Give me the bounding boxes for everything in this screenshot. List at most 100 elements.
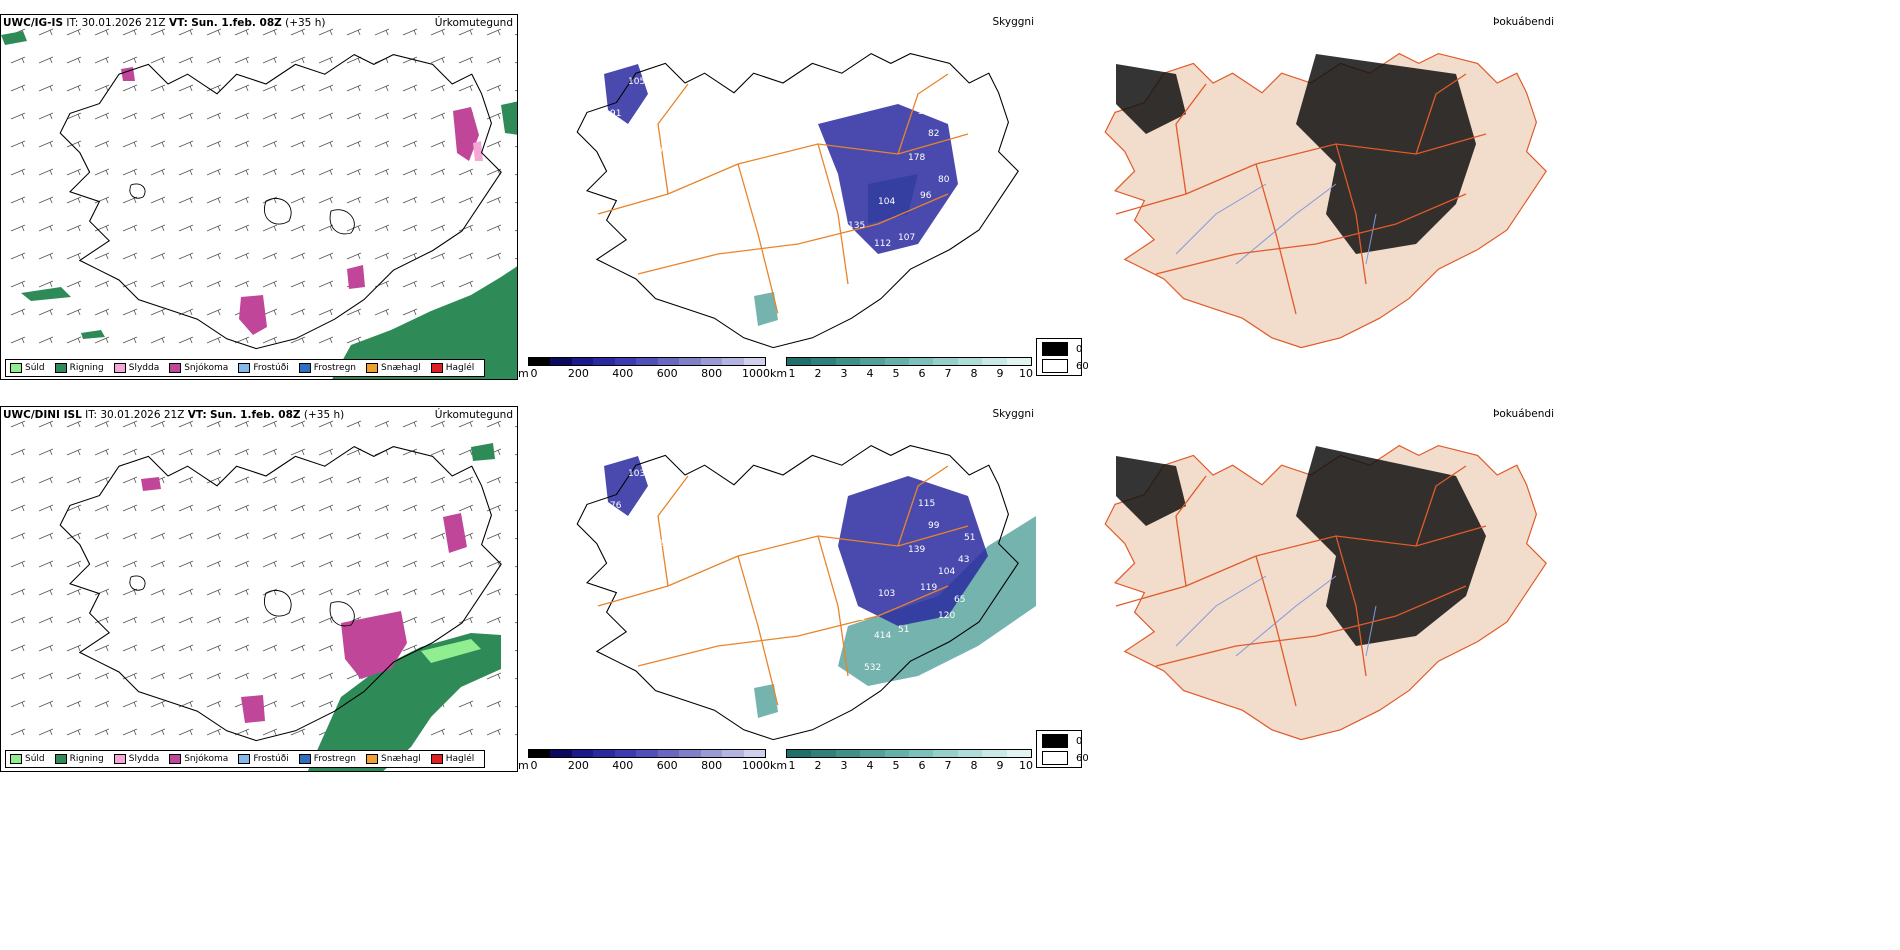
road [1155, 193, 1467, 275]
panel-name: Þokuábendi [1493, 16, 1554, 28]
wind-barb [38, 336, 54, 344]
sleet-area [473, 141, 483, 161]
wind-barb [206, 308, 222, 316]
wind-barb [262, 196, 278, 204]
panel-name: Skyggni [992, 408, 1035, 420]
precip-map-igis [1, 28, 517, 379]
wind-barb [430, 84, 446, 92]
wind-barb [234, 672, 250, 680]
wind-barb [66, 728, 82, 736]
colorbar-swatch [884, 750, 910, 757]
river [1235, 183, 1337, 265]
wind-barb [10, 700, 26, 708]
colorbar-swatch [884, 358, 910, 365]
wind-barb [206, 560, 222, 568]
wind-barb [402, 224, 418, 232]
wind-barb [38, 504, 54, 512]
wind-barb [66, 504, 82, 512]
colorbar-swatch [550, 358, 572, 365]
wind-barb [318, 672, 334, 680]
legend-item: Frostregn [298, 754, 356, 764]
wind-barb [430, 168, 446, 176]
visibility-unit: km [770, 759, 788, 772]
ceiling-colorbar-swatches [528, 749, 766, 758]
wind-barb [38, 196, 54, 204]
colorbar-tick: 600 [656, 759, 678, 772]
wind-barb [346, 308, 362, 316]
ceiling-value-label: 119 [920, 583, 937, 593]
wind-barb [262, 168, 278, 176]
wind-barb [94, 56, 110, 64]
ceiling-value-label: 92 [644, 491, 655, 501]
wind-barb [150, 224, 166, 232]
ceiling-value-label: 65 [954, 595, 965, 605]
colorbar-tick: 4 [866, 759, 874, 772]
colorbar-swatch [860, 358, 885, 365]
iceland-outline [576, 444, 1019, 741]
wind-barb [178, 588, 194, 596]
ceiling-colorbar: m 0 200 400 600 800 1000 [518, 357, 770, 380]
wind-barb [206, 532, 222, 540]
wind-barb [402, 168, 418, 176]
colorbar-swatch [909, 750, 934, 757]
wind-barb [122, 168, 138, 176]
wind-barb [66, 168, 82, 176]
precip-type-panel-igis: UWC/IG-IS IT: 30.01.2026 21Z VT: Sun. 1.… [0, 14, 518, 380]
wind-barb [206, 616, 222, 624]
wind-barb [430, 252, 446, 260]
wind-barb [290, 112, 306, 120]
road [897, 73, 949, 155]
colorbar-swatch [743, 750, 765, 757]
legend-label: Súld [25, 754, 45, 764]
road [817, 535, 849, 677]
wind-barb [206, 644, 222, 652]
wind-barb [150, 168, 166, 176]
wind-barb [10, 84, 26, 92]
wind-barb [486, 616, 502, 624]
colorbar-swatch [571, 358, 594, 365]
rain-area-ne [501, 101, 517, 135]
fog-dense-area [1296, 446, 1486, 646]
wind-barb [374, 224, 390, 232]
wind-barb [430, 560, 446, 568]
wind-barb [234, 532, 250, 540]
ceiling-value-label: 103 [628, 469, 645, 479]
road-network [597, 73, 969, 315]
legend-label: Snjókoma [184, 754, 229, 764]
wind-barb [38, 588, 54, 596]
wind-barb [262, 252, 278, 260]
legend-label: Haglél [445, 363, 475, 373]
road [1415, 73, 1467, 155]
wind-barb [38, 672, 54, 680]
wind-barb [262, 28, 278, 36]
wind-barb [486, 140, 502, 148]
wind-barb [290, 532, 306, 540]
wind-barb [374, 420, 390, 428]
ceiling-value-label: 25 [658, 539, 669, 549]
wind-barb [318, 588, 334, 596]
snow-area-east [443, 513, 467, 553]
wind-barb [486, 56, 502, 64]
colorbar-swatch [835, 750, 861, 757]
legend-swatch [113, 363, 126, 373]
fog-dense-area [1296, 54, 1476, 254]
colorbar-swatch [811, 750, 836, 757]
wind-barb [206, 168, 222, 176]
wind-barb [38, 140, 54, 148]
wind-barb [374, 588, 390, 596]
colorbar-tick: 400 [612, 367, 634, 380]
wind-barb [178, 336, 194, 344]
road [817, 143, 849, 285]
ceiling-value-label: 120 [938, 611, 955, 621]
legend-item: Rigning [54, 754, 104, 764]
wind-barb [458, 504, 474, 512]
wind-barb [374, 308, 390, 316]
legend-item: Haglél [430, 754, 474, 764]
wind-barb [346, 448, 362, 456]
wind-barb [10, 224, 26, 232]
wind-barb [234, 224, 250, 232]
wind-barb [374, 476, 390, 484]
colorbar-swatch [982, 358, 1007, 365]
wind-barb [66, 280, 82, 288]
